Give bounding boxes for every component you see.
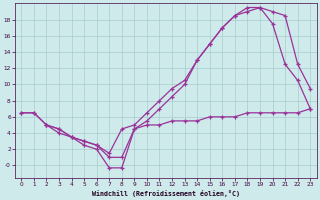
X-axis label: Windchill (Refroidissement éolien,°C): Windchill (Refroidissement éolien,°C) [92,190,240,197]
